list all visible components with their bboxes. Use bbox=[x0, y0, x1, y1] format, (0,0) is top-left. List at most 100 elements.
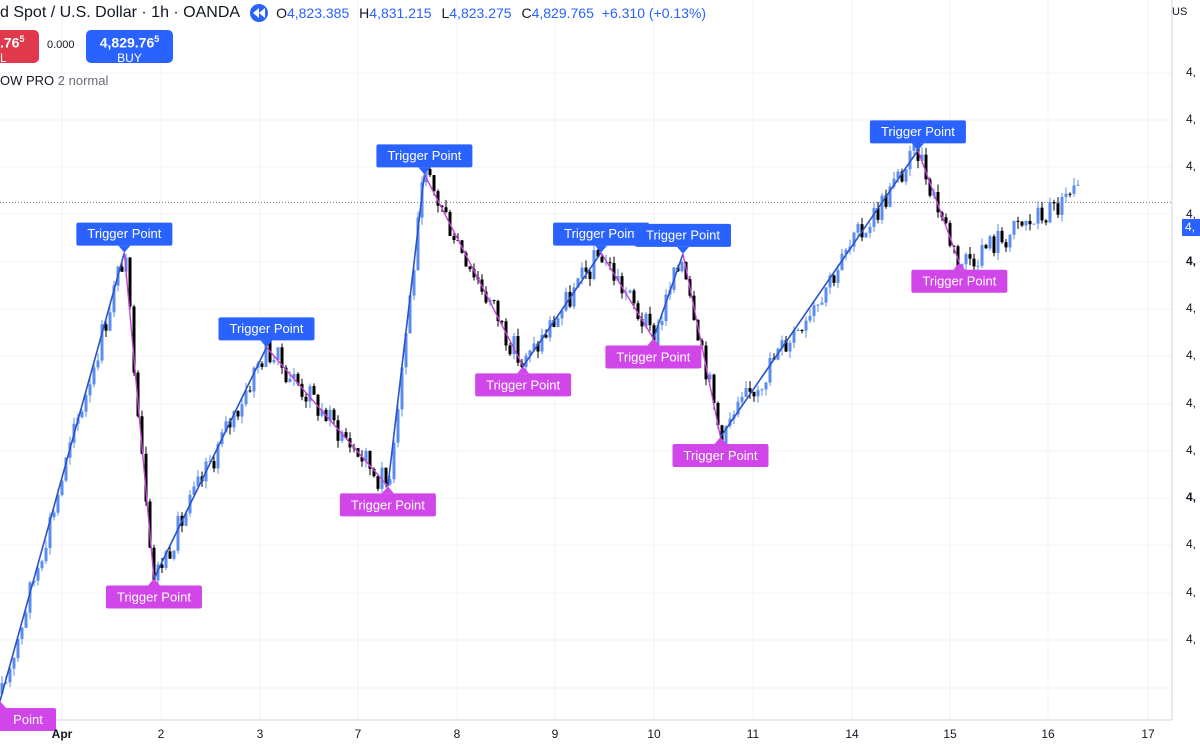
marker-pointer bbox=[381, 486, 394, 494]
candle-body bbox=[24, 612, 28, 628]
trigger-point-marker[interactable]: Point bbox=[0, 701, 56, 732]
candle-body bbox=[988, 236, 992, 249]
candle-body bbox=[376, 476, 380, 489]
candle-body bbox=[1072, 185, 1076, 194]
candle-body bbox=[160, 564, 164, 568]
date-label: 16 bbox=[1041, 727, 1055, 741]
date-label: 2 bbox=[157, 727, 165, 741]
candle-body bbox=[644, 313, 648, 327]
candle-body bbox=[260, 363, 264, 367]
candle-body bbox=[312, 386, 316, 395]
trigger-point-marker[interactable]: Trigger Point bbox=[672, 437, 769, 468]
candle-body bbox=[972, 258, 976, 267]
candle-body bbox=[852, 232, 856, 247]
candle-body bbox=[336, 420, 340, 441]
marker-pointer bbox=[647, 338, 660, 346]
date-label: 8 bbox=[453, 727, 461, 741]
candle-body bbox=[708, 374, 712, 380]
candle-body bbox=[280, 347, 284, 368]
candle-body bbox=[740, 396, 744, 402]
candle-body bbox=[976, 265, 980, 267]
candle-body bbox=[492, 300, 496, 302]
marker-pointer bbox=[911, 143, 924, 151]
marker-box bbox=[605, 345, 702, 369]
buy-button[interactable]: 4,829.765 BUY bbox=[86, 30, 173, 64]
candle-body bbox=[584, 267, 588, 272]
price-label: 4, bbox=[1186, 537, 1197, 551]
candle-body bbox=[712, 374, 716, 403]
candle-body bbox=[40, 561, 44, 569]
candle-body bbox=[1064, 193, 1068, 197]
candle-body bbox=[816, 304, 820, 306]
price-label: 4, bbox=[1186, 112, 1197, 126]
candle-body bbox=[992, 236, 996, 253]
currency-label[interactable]: US bbox=[1172, 6, 1188, 18]
candle-body bbox=[224, 421, 228, 433]
sell-button[interactable]: .765 L bbox=[0, 30, 39, 65]
candle-body bbox=[332, 409, 336, 421]
candle-body bbox=[372, 468, 376, 477]
candle-body bbox=[636, 303, 640, 320]
candle-body bbox=[52, 512, 56, 518]
candle-body bbox=[412, 270, 416, 296]
trigger-point-marker[interactable]: Trigger Point bbox=[553, 222, 650, 253]
trigger-point-marker[interactable]: Trigger Point bbox=[475, 366, 572, 397]
candle-body bbox=[1012, 220, 1016, 235]
candle-body bbox=[96, 360, 100, 368]
candle-body bbox=[1048, 202, 1052, 223]
trigger-point-marker[interactable]: Trigger Point bbox=[218, 317, 315, 348]
candle-body bbox=[756, 390, 760, 397]
sell-label: L bbox=[0, 50, 7, 65]
price-label: 4, bbox=[1186, 490, 1197, 504]
candle-body bbox=[8, 668, 12, 683]
candle-body bbox=[792, 330, 796, 343]
date-label: 9 bbox=[551, 727, 559, 741]
trigger-point-marker[interactable]: Trigger Point bbox=[76, 222, 173, 253]
candle-body bbox=[148, 501, 152, 548]
candle-body bbox=[1052, 202, 1056, 204]
price-label: 4, bbox=[1186, 632, 1197, 646]
symbol-title[interactable]: d Spot / U.S. Dollar · 1h · OANDA bbox=[0, 4, 241, 21]
trigger-point-marker[interactable]: Trigger Point bbox=[869, 120, 966, 151]
marker-label: Trigger Point bbox=[387, 148, 461, 163]
price-label: 4, bbox=[1186, 301, 1197, 315]
zigzag-segment bbox=[265, 346, 389, 487]
candle-body bbox=[16, 639, 20, 659]
marker-pointer bbox=[677, 246, 690, 254]
rewind-icon[interactable] bbox=[250, 4, 269, 22]
candle-body bbox=[208, 461, 212, 463]
candle-body bbox=[780, 340, 784, 349]
candle-body bbox=[108, 312, 112, 331]
candle-body bbox=[572, 287, 576, 307]
candle-body bbox=[784, 340, 788, 352]
trigger-point-marker[interactable]: Trigger Point bbox=[605, 338, 702, 369]
price-label: 4, bbox=[1186, 65, 1197, 79]
candle-body bbox=[284, 367, 288, 383]
trigger-point-marker[interactable]: Trigger Point bbox=[339, 486, 436, 517]
price-label: 4, bbox=[1186, 254, 1197, 268]
candle-body bbox=[56, 495, 60, 513]
candle-body bbox=[404, 333, 408, 368]
trigger-point-marker[interactable]: Trigger Point bbox=[376, 144, 473, 175]
candle-body bbox=[576, 278, 580, 288]
trigger-point-marker[interactable]: Trigger Point bbox=[635, 223, 732, 254]
candle-body bbox=[452, 235, 456, 241]
candle-body bbox=[920, 154, 924, 161]
open-value: 4,823.385 bbox=[286, 5, 350, 21]
candle-body bbox=[288, 378, 292, 383]
candle-body bbox=[1016, 220, 1020, 222]
candle-body bbox=[552, 320, 556, 327]
close-value: 4,829.765 bbox=[531, 5, 594, 21]
trigger-point-marker[interactable]: Trigger Point bbox=[911, 262, 1008, 293]
candle-body bbox=[936, 192, 940, 213]
candle-body bbox=[440, 205, 444, 208]
indicator-legend[interactable]: OW PRO 2 normal bbox=[0, 73, 108, 88]
candle-body bbox=[380, 467, 384, 489]
candle-body bbox=[408, 295, 412, 334]
date-label: 15 bbox=[943, 727, 957, 741]
marker-label: Point bbox=[13, 712, 43, 727]
candle-body bbox=[944, 217, 948, 223]
trigger-point-marker[interactable]: Trigger Point bbox=[105, 578, 202, 609]
candle-body bbox=[828, 275, 832, 288]
